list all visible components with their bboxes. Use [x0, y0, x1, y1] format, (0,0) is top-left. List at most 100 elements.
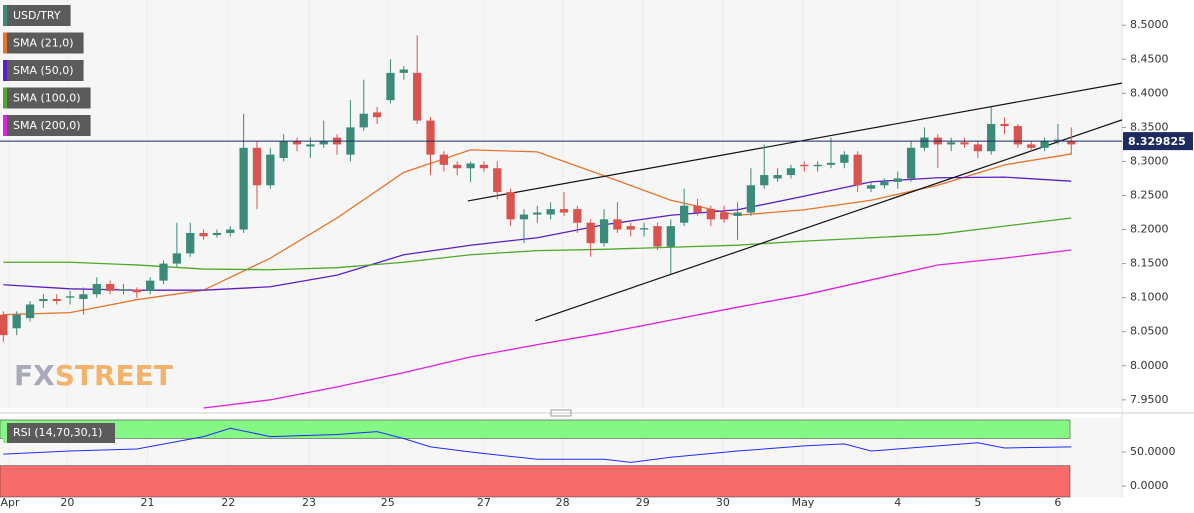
candle-body — [1013, 126, 1023, 145]
y-tick-label: 0.0000 — [1130, 479, 1169, 492]
y-tick-label: 8.2500 — [1130, 188, 1169, 201]
candle-body — [800, 164, 809, 167]
candle-body — [613, 219, 622, 230]
x-tick-label: 23 — [302, 496, 316, 509]
candle-body — [893, 178, 902, 182]
candle-body — [453, 164, 462, 169]
candle-body — [252, 147, 262, 186]
legend-label[interactable]: SMA (100,0) — [13, 92, 81, 105]
candle-body — [79, 294, 88, 300]
candle-body — [1067, 140, 1076, 145]
candle-body — [653, 226, 662, 247]
candle-body — [720, 212, 729, 220]
candle-body — [479, 164, 489, 169]
candle-body — [39, 299, 48, 302]
candle-body — [413, 72, 422, 121]
legend-box — [3, 5, 71, 26]
candle-body — [506, 192, 515, 220]
x-tick-label: 30 — [716, 496, 730, 509]
x-tick-label: 29 — [636, 496, 650, 509]
candle-body — [306, 144, 315, 147]
legend-swatch — [3, 32, 7, 54]
candle-body — [493, 168, 502, 193]
candle-body — [25, 304, 35, 319]
legend-box — [3, 115, 91, 136]
candle-body — [906, 147, 916, 179]
candle-body — [466, 163, 475, 169]
candle-body — [880, 181, 889, 186]
candle-body — [946, 142, 956, 145]
candle-body — [573, 209, 582, 223]
sma-line — [3, 149, 1072, 316]
candle-body — [372, 112, 382, 118]
candle-body — [1000, 123, 1009, 127]
sma-line — [3, 176, 1072, 291]
legend-box — [3, 423, 115, 443]
candle-body — [559, 209, 569, 213]
sma-line — [203, 249, 1072, 409]
x-tick-label: 25 — [381, 496, 395, 509]
y-tick-label: 8.1500 — [1130, 257, 1169, 270]
candle-body — [239, 147, 248, 230]
x-tick-label: Apr — [0, 496, 20, 509]
candle-body — [105, 284, 115, 291]
y-tick-label: 50.0000 — [1130, 445, 1176, 458]
candle-body — [786, 168, 796, 176]
y-tick-label: 8.3500 — [1130, 120, 1169, 133]
candle-body — [826, 162, 836, 165]
candle-body — [159, 263, 168, 281]
candle-body — [853, 154, 862, 186]
x-tick-label: 28 — [556, 496, 570, 509]
candle-body — [199, 232, 208, 237]
legend-box — [3, 32, 84, 54]
x-tick-label: 22 — [221, 496, 235, 509]
candle-body — [680, 205, 689, 223]
candle-body — [212, 232, 222, 235]
last-price-label: 8.329825 — [1128, 135, 1186, 148]
candle-body — [840, 154, 849, 163]
trend-line — [535, 119, 1123, 322]
x-tick-label: 4 — [894, 496, 901, 509]
y-tick-label: 8.0000 — [1130, 359, 1169, 372]
candle-body — [973, 144, 982, 152]
trend-line — [467, 82, 1123, 202]
candle-body — [866, 185, 876, 189]
legend-label[interactable]: SMA (21,0) — [13, 37, 74, 50]
y-tick-label: 8.2000 — [1130, 223, 1169, 236]
watermark-part: FX — [14, 359, 55, 392]
rsi-line — [3, 427, 1072, 463]
candle-body — [626, 226, 635, 230]
legend-label[interactable]: SMA (200,0) — [13, 119, 81, 132]
candle-body — [0, 314, 8, 336]
y-tick-label: 7.9500 — [1130, 393, 1169, 406]
candle-body — [226, 229, 235, 233]
legend-label[interactable]: USD/TRY — [13, 9, 61, 22]
legend-swatch — [3, 5, 7, 26]
candle-body — [359, 113, 368, 128]
candle-body — [920, 137, 929, 148]
y-tick-label: 8.4000 — [1130, 86, 1169, 99]
overbought-band — [0, 419, 1071, 439]
legend-swatch — [3, 115, 7, 136]
candle-body — [186, 232, 195, 254]
watermark: FXSTREET — [14, 359, 173, 392]
x-tick-label: 27 — [477, 496, 491, 509]
candle-body — [733, 212, 742, 216]
oversold-band — [0, 465, 1071, 498]
candle-body — [386, 72, 395, 101]
candle-body — [693, 205, 702, 213]
y-tick-label: 8.5000 — [1130, 18, 1169, 31]
candle-body — [292, 140, 302, 145]
candle-body — [987, 123, 996, 152]
resize-handle[interactable] — [550, 409, 572, 417]
y-tick-label: 8.3000 — [1130, 154, 1169, 167]
candle-body — [52, 299, 61, 302]
candle-body — [426, 120, 435, 155]
x-tick-label: May — [792, 496, 815, 509]
legend-label[interactable]: SMA (50,0) — [13, 64, 74, 77]
legend-label[interactable]: RSI (14,70,30,1) — [13, 426, 102, 439]
candle-body — [119, 289, 128, 291]
legend-box — [3, 87, 91, 109]
price-pane — [0, 0, 1122, 408]
